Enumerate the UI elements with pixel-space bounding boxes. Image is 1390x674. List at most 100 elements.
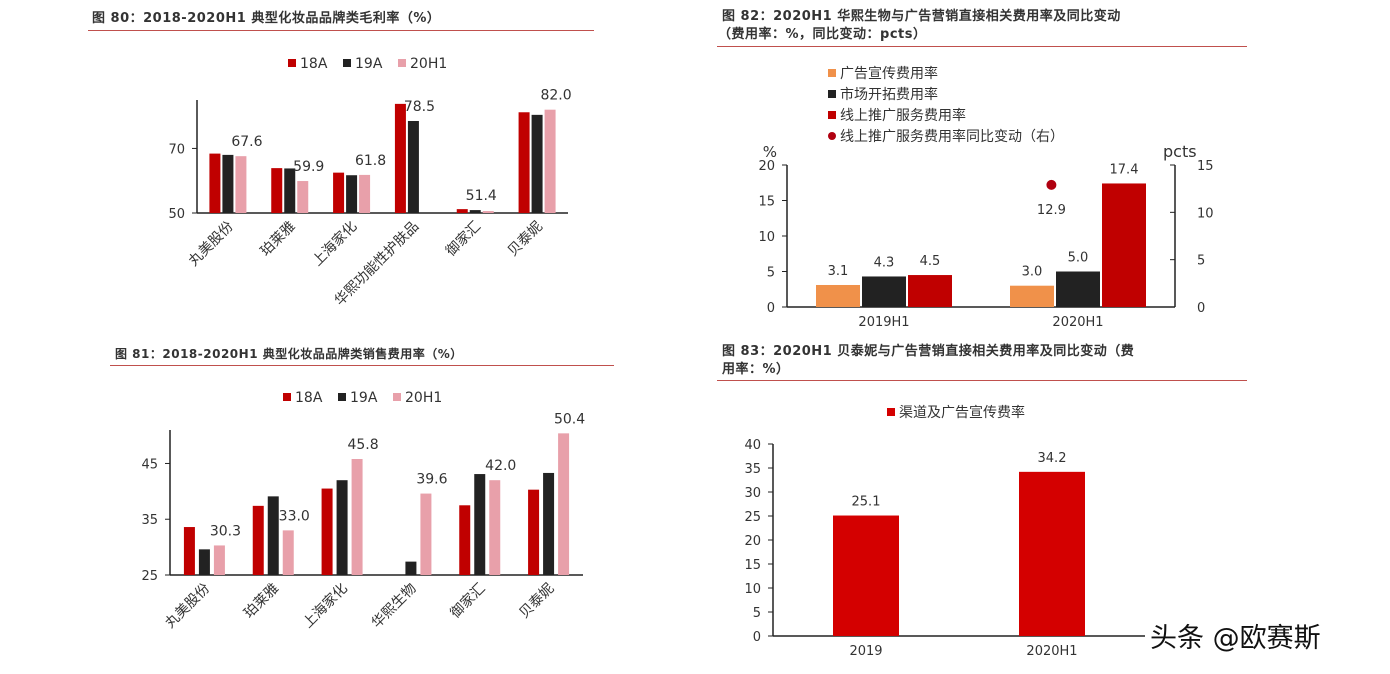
fig80-bar	[407, 120, 419, 213]
fig80-bar	[271, 168, 283, 213]
fig82-title-rule	[717, 46, 1247, 47]
fig80-bar	[209, 153, 221, 213]
fig81-legend-label: 18A	[295, 390, 323, 406]
fig80-data-label: 67.6	[231, 134, 262, 150]
fig80-bar	[222, 154, 234, 213]
fig82-bar	[908, 275, 952, 307]
fig80-x-tick-label: 贝泰妮	[505, 219, 546, 260]
fig82-legend-marker	[828, 111, 836, 119]
fig81-bar	[213, 545, 225, 575]
fig83-y-tick-label: 20	[744, 534, 761, 549]
fig81-bar	[558, 433, 570, 575]
fig82-y-tick-label: 0	[767, 301, 775, 316]
fig80-data-label: 51.4	[466, 188, 497, 204]
fig83-data-label: 25.1	[852, 495, 881, 510]
fig82-scatter-label: 12.9	[1037, 203, 1066, 218]
fig81-bar	[198, 549, 210, 575]
watermark: 头条 @欧赛斯	[1150, 623, 1321, 654]
fig80-bar	[359, 174, 371, 213]
fig81-legend-marker	[393, 393, 401, 401]
fig81-bar	[489, 480, 501, 575]
fig82-data-label: 3.0	[1022, 265, 1043, 280]
fig80-legend-marker	[343, 59, 351, 67]
fig81-x-tick-label: 华熙生物	[369, 581, 420, 632]
fig83-data-label: 34.2	[1038, 451, 1067, 466]
fig80-legend-marker	[288, 59, 296, 67]
fig83-y-tick-label: 5	[753, 606, 761, 621]
fig80-bar	[544, 109, 556, 213]
fig82-legend-marker	[828, 69, 836, 77]
fig81-y-tick-label: 35	[141, 513, 158, 528]
fig81-bar	[351, 459, 363, 575]
fig83-x-tick-label: 2020H1	[1026, 644, 1077, 659]
fig81-title: 图 81：2018-2020H1 典型化妆品品牌类销售费用率（%）	[115, 347, 463, 361]
fig82-data-label: 17.4	[1110, 162, 1139, 177]
fig81-y-tick-label: 45	[141, 457, 158, 472]
fig83-y-tick-label: 35	[744, 462, 761, 477]
fig81-bar	[282, 530, 294, 575]
fig80-data-label: 78.5	[404, 99, 435, 115]
fig82-bar	[816, 284, 860, 307]
fig80-legend-label: 18A	[300, 56, 328, 72]
fig81-bar	[321, 488, 333, 575]
fig81-x-tick-label: 御家汇	[447, 580, 489, 622]
fig83-y-tick-label: 40	[744, 438, 761, 453]
fig82-data-label: 5.0	[1068, 251, 1089, 266]
fig82-legend-marker	[828, 132, 836, 140]
fig82-legend-label: 线上推广服务费用率同比变动（右）	[840, 128, 1064, 145]
fig82-data-label: 3.1	[828, 264, 849, 279]
fig82-legend-marker	[828, 90, 836, 98]
fig81-data-label: 30.3	[210, 523, 241, 539]
fig80-x-tick-label: 御家汇	[442, 218, 484, 260]
fig81-legend-label: 19A	[350, 390, 378, 406]
fig81-bar	[405, 561, 417, 575]
fig83-y-tick-label: 10	[744, 582, 761, 597]
fig80-title-rule	[88, 30, 594, 31]
fig81-data-label: 39.6	[416, 472, 447, 488]
fig80-bar	[518, 112, 530, 213]
fig80-data-label: 61.8	[355, 153, 386, 169]
fig80-bar	[456, 209, 468, 213]
fig80-bar	[394, 103, 406, 213]
fig83-bar	[833, 515, 899, 636]
fig80-bar	[482, 211, 494, 213]
fig82-y-right-tick-label: 5	[1197, 254, 1205, 269]
fig80-data-label: 59.9	[293, 159, 324, 175]
fig82-x-tick-label: 2019H1	[858, 315, 909, 330]
fig83-legend-label: 渠道及广告宣传费率	[899, 404, 1025, 421]
fig80-x-tick-label: 上海家化	[309, 218, 361, 270]
fig82-x-tick-label: 2020H1	[1052, 315, 1103, 330]
fig81-data-label: 50.4	[554, 411, 585, 427]
fig82-bar	[1056, 271, 1100, 307]
fig80-bar	[333, 172, 345, 213]
fig80-bar	[235, 156, 247, 213]
fig83-y-tick-label: 0	[753, 630, 761, 645]
fig81-bar	[528, 489, 540, 575]
fig82-y-axis-label: %	[763, 143, 777, 161]
fig80-y-tick-label: 70	[168, 142, 185, 157]
fig81-data-label: 42.0	[485, 458, 516, 474]
fig82-y-tick-label: 15	[758, 195, 775, 210]
fig81-bar	[183, 527, 195, 575]
fig83-y-tick-label: 30	[744, 486, 761, 501]
fig81-data-label: 33.0	[279, 508, 310, 524]
fig81-legend-marker	[283, 393, 291, 401]
fig82-legend-label: 线上推广服务费用率	[840, 107, 966, 124]
fig80-y-tick-label: 50	[168, 207, 185, 222]
fig81-bar	[267, 496, 279, 575]
fig83-y-tick-label: 25	[744, 510, 761, 525]
fig80-bar	[531, 114, 543, 213]
fig80-title: 图 80：2018-2020H1 典型化妆品品牌类毛利率（%）	[92, 11, 441, 26]
fig81-x-tick-label: 丸美股份	[162, 581, 213, 632]
fig81-bar	[543, 472, 555, 575]
fig83-legend-marker	[887, 408, 895, 416]
fig80-bar	[284, 168, 296, 213]
fig80-legend-label: 20H1	[410, 56, 447, 72]
fig82-data-label: 4.3	[874, 255, 895, 270]
fig80-data-label: 82.0	[540, 88, 571, 104]
fig80-bar	[469, 210, 481, 213]
fig82-subtitle: （费用率：%，同比变动：pcts）	[718, 27, 927, 42]
fig81-title-rule	[110, 365, 614, 366]
fig83-title-rule	[717, 380, 1247, 381]
fig80-legend-label: 19A	[355, 56, 383, 72]
